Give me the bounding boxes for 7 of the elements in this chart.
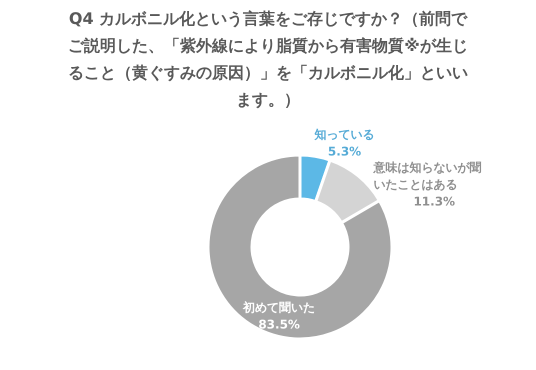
chart-title: Q4 カルボニル化という言葉をご存じですか？（前問でご説明した、「紫外線により脂質から有害物質※が生じること（黄ぐすみの原因）」を「カルボニル化」といいます。）	[68, 9, 468, 109]
slice-label: 意味は知らないが聞いたことはある	[372, 160, 482, 192]
data-label: 83.5%	[258, 318, 300, 332]
data-label: 5.3%	[328, 144, 362, 158]
slice-label: 知っている	[314, 127, 375, 142]
data-label: 11.3%	[413, 194, 456, 209]
slice-label: 初めて聞いた	[242, 300, 316, 315]
